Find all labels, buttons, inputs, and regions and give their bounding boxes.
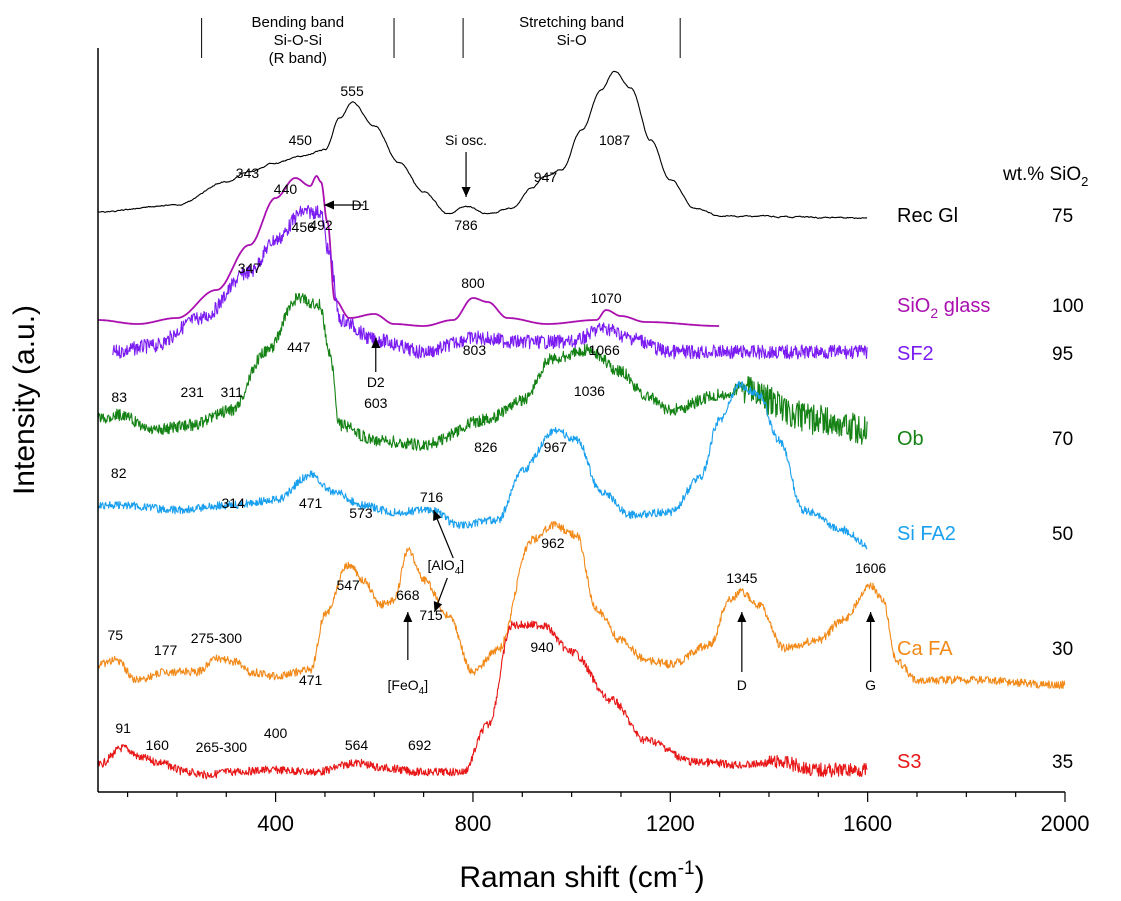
peak-label: 471 [299, 672, 323, 688]
band-label: (R band) [269, 50, 327, 67]
series-cafa [97, 520, 1066, 690]
peak-label: 1606 [855, 560, 886, 576]
peak-label: [AlO4] [427, 557, 464, 577]
band-label: Si-O-Si [274, 32, 322, 49]
peak-label: 75 [107, 627, 123, 643]
arrow-head [324, 200, 334, 210]
peak-label: 603 [364, 395, 388, 411]
peak-label: Si osc. [445, 132, 487, 148]
wt-value-s3: 35 [1052, 752, 1073, 773]
peak-label: 962 [541, 535, 565, 551]
y-axis-label: Intensity (a.u.) [8, 305, 41, 495]
wt-value-cafa: 30 [1052, 639, 1073, 660]
peak-label: 265-300 [196, 739, 248, 755]
peak-label: 564 [345, 737, 369, 753]
arrow-head [371, 338, 381, 348]
x-axis-label: Raman shift (cm-1) [459, 858, 704, 894]
peak-label: D [737, 677, 747, 693]
peak-label: D2 [367, 374, 385, 390]
peak-label: 450 [289, 132, 313, 148]
peak-label: [FeO4] [388, 677, 429, 697]
trace-label-recgl: Rec Gl [897, 205, 958, 227]
arrow-head [433, 510, 442, 521]
peak-label: 967 [544, 439, 568, 455]
wt-value-sifa2: 50 [1052, 524, 1073, 545]
spectra [97, 70, 1066, 780]
arrow-head [403, 612, 413, 622]
peak-label: 343 [236, 165, 260, 181]
peak-label: 692 [408, 737, 432, 753]
x-tick-label: 2000 [1041, 811, 1090, 836]
peak-label: 347 [238, 260, 262, 276]
band-label: Stretching band [519, 14, 624, 31]
peak-label: 555 [340, 83, 364, 99]
trace-label-sio2: SiO2 glass [897, 295, 990, 321]
peak-label: 826 [474, 439, 498, 455]
peak-label: 547 [336, 577, 360, 593]
peak-label: 471 [299, 495, 323, 511]
x-ticks: 400 800 1200 1600 2000 [127, 792, 1090, 836]
axes [97, 48, 1065, 793]
peak-label: 668 [396, 587, 420, 603]
series-sio2 [97, 175, 720, 327]
peak-label: 440 [274, 181, 298, 197]
trace-label-cafa: Ca FA [897, 638, 953, 660]
series-recgl [97, 70, 868, 220]
x-tick-label: 1200 [646, 811, 695, 836]
peak-label: 231 [181, 384, 205, 400]
wt-value-sf2: 95 [1052, 344, 1073, 365]
peak-label: 82 [111, 465, 127, 481]
peak-label: 573 [349, 505, 373, 521]
wt-column-header: wt.% SiO2 [1002, 164, 1088, 189]
peak-label: 715 [419, 607, 443, 623]
trace-label-s3: S3 [897, 751, 921, 773]
series-s3 [97, 620, 868, 780]
arrow-head [737, 612, 747, 622]
peak-label: 800 [461, 275, 485, 291]
peak-label: 716 [420, 489, 444, 505]
peak-label: 786 [454, 217, 478, 233]
peak-label: G [865, 677, 876, 693]
peak-label: 400 [264, 725, 288, 741]
trace-label-ob: Ob [897, 428, 924, 450]
x-tick-label: 400 [257, 811, 294, 836]
peak-label: 947 [534, 169, 558, 185]
peak-label: 1345 [726, 570, 757, 586]
peak-label: 1087 [599, 132, 630, 148]
wt-value-ob: 70 [1052, 429, 1073, 450]
peak-label: 492 [309, 217, 333, 233]
series-ob [97, 292, 868, 451]
trace-label-sifa2: Si FA2 [897, 523, 956, 545]
peak-label: 1070 [591, 290, 622, 306]
arrow-head [866, 612, 876, 622]
peak-label: 456 [292, 219, 316, 235]
x-tick-label: 800 [455, 811, 492, 836]
arrow-head [461, 187, 471, 197]
series-sf2 [112, 204, 868, 360]
arrow-head [433, 601, 443, 612]
series-sifa2 [97, 380, 868, 550]
peak-label: 83 [111, 389, 127, 405]
x-tick-label: 1600 [843, 811, 892, 836]
peak-label: 275-300 [191, 630, 243, 646]
trace-labels: Rec Gl 75 SiO2 glass 100 SF2 95 Ob 70 Si FA2 50 Ca… [897, 205, 1084, 773]
band-label: Bending band [252, 14, 345, 31]
peak-label: 314 [222, 495, 246, 511]
peak-label: 177 [154, 642, 178, 658]
peak-label: 160 [146, 737, 170, 753]
peak-label: 940 [530, 639, 554, 655]
wt-value-sio2: 100 [1052, 296, 1084, 317]
peak-label: 1066 [589, 342, 620, 358]
band-label: Si-O [557, 32, 587, 49]
peak-label: 91 [115, 720, 131, 736]
peak-label: 803 [463, 342, 487, 358]
wt-value-recgl: 75 [1052, 206, 1073, 227]
trace-label-sf2: SF2 [897, 343, 934, 365]
peak-label: 447 [287, 339, 311, 355]
peak-label: 1036 [574, 383, 605, 399]
peak-label: 311 [221, 384, 244, 400]
